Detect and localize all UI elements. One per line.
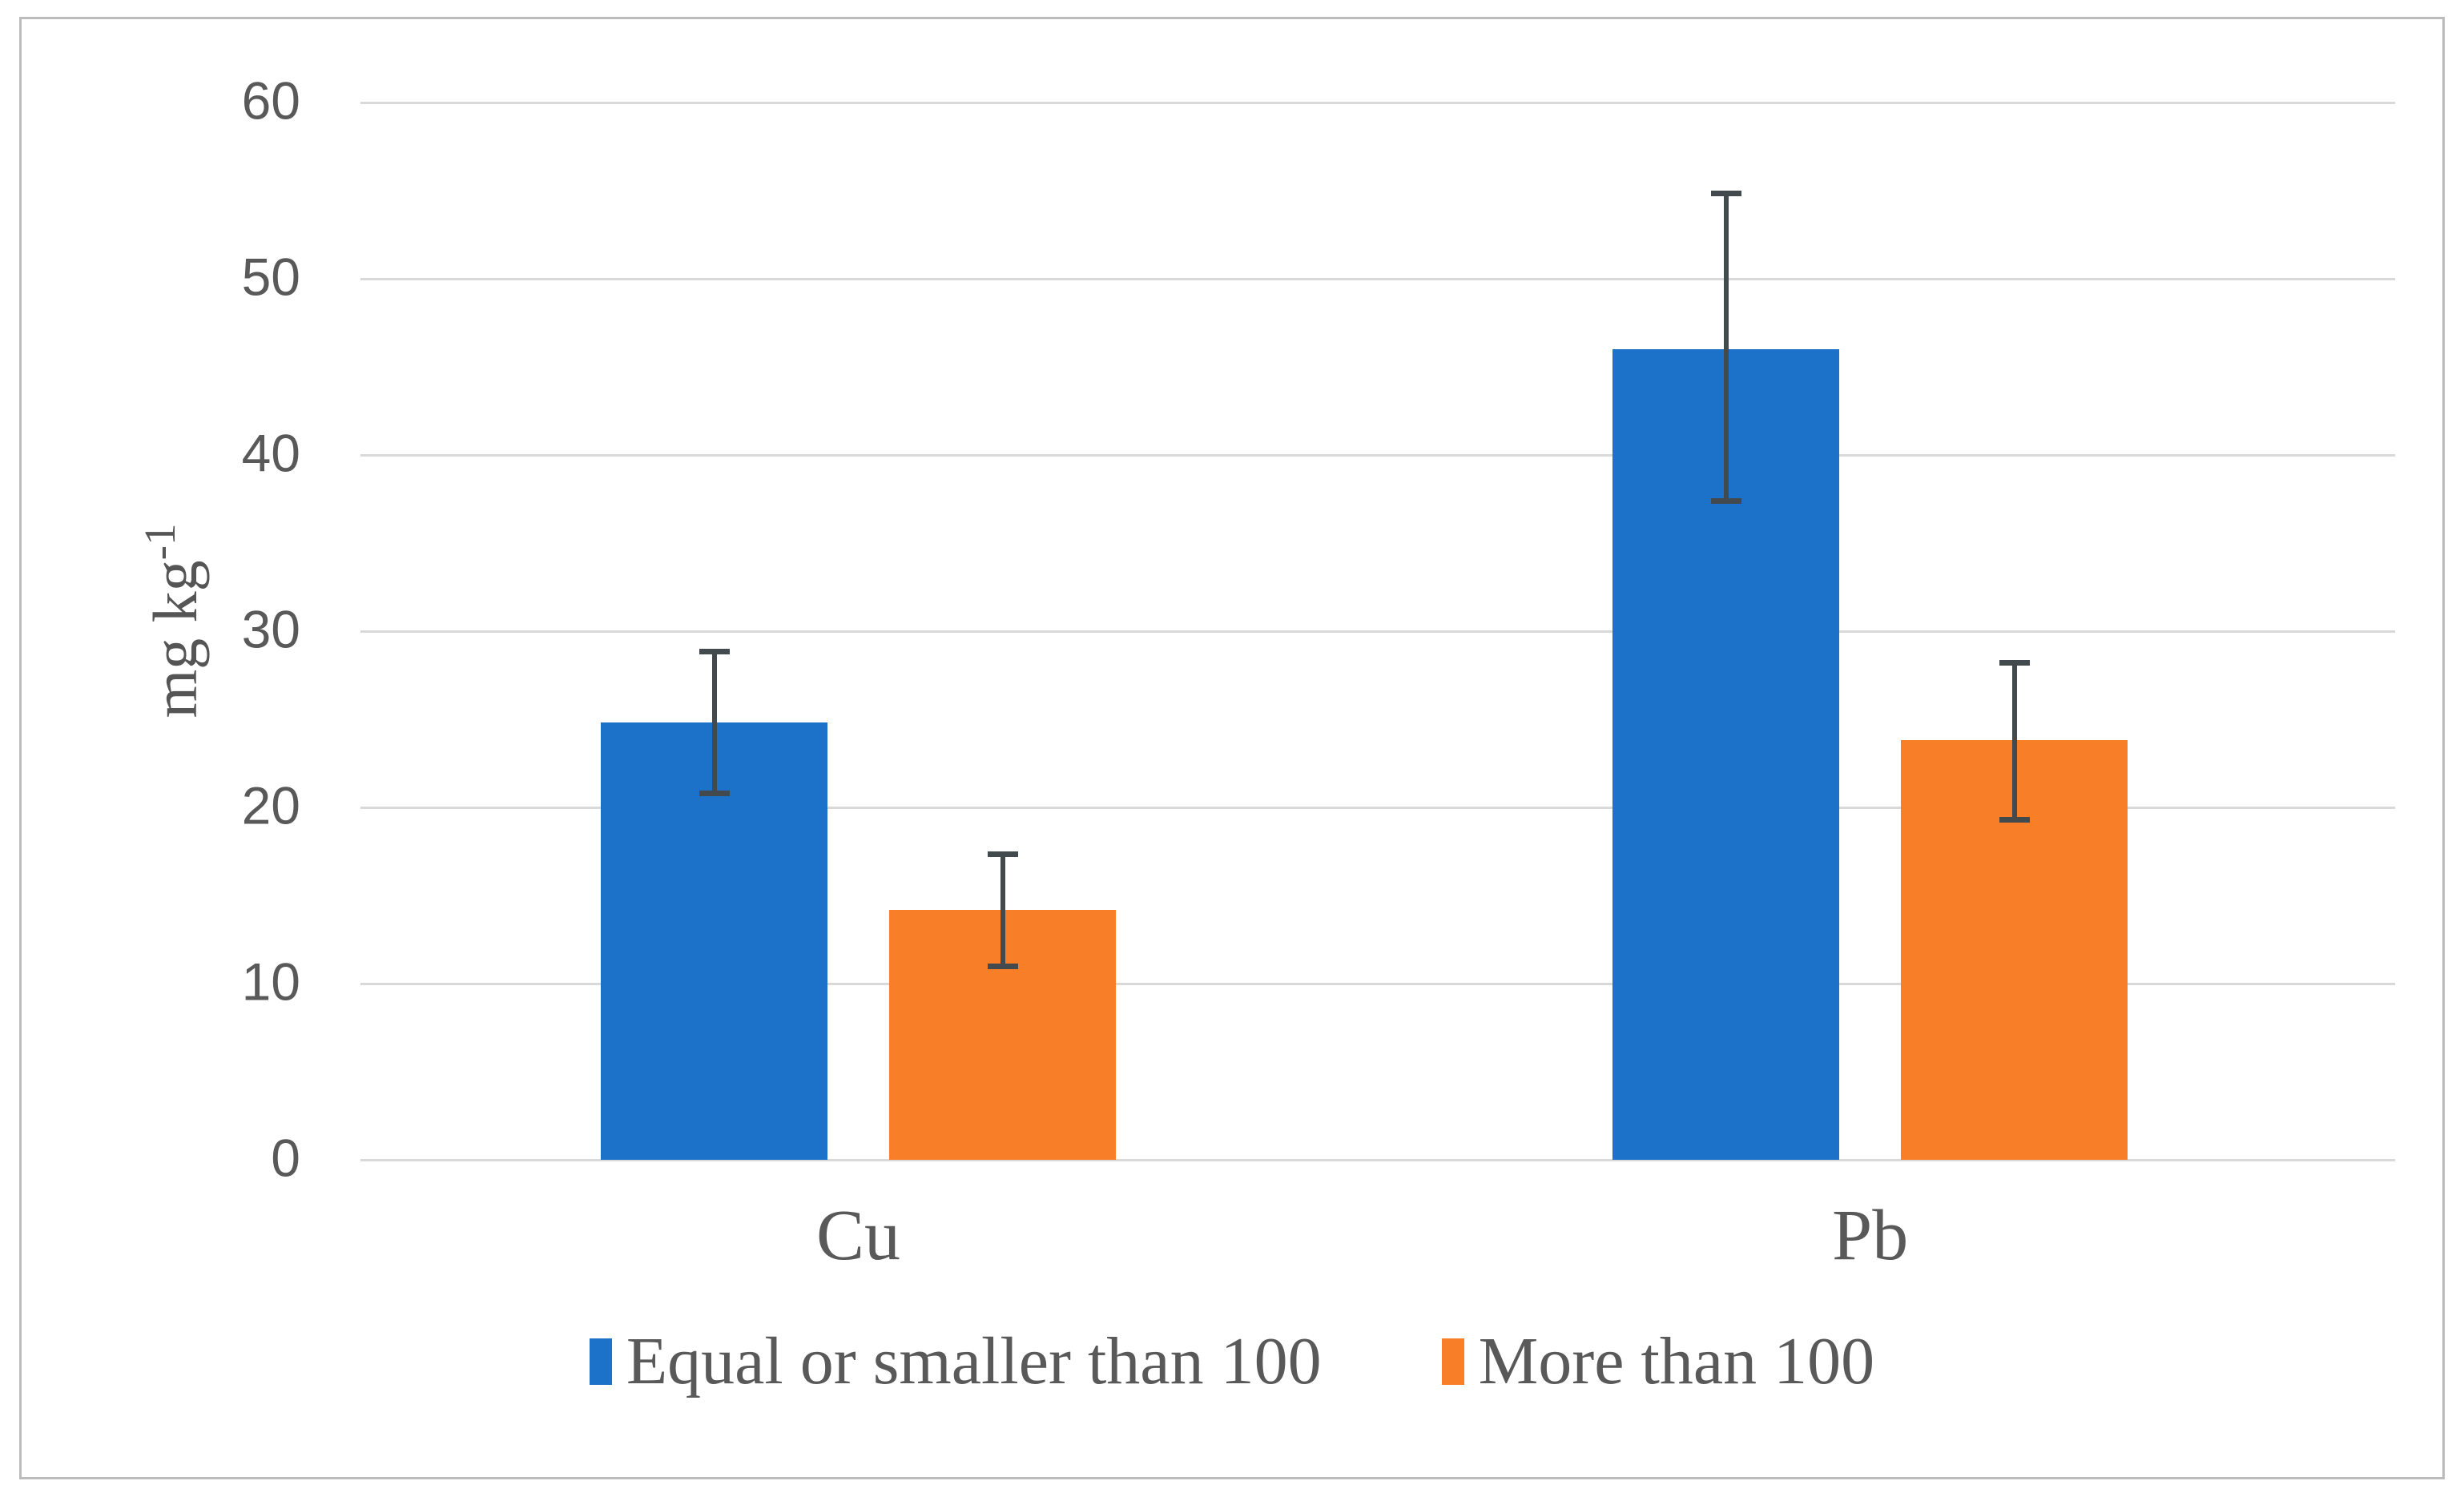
- error-bar-cu-series2: [1000, 855, 1005, 966]
- error-bar-pb-series1: [1723, 194, 1729, 501]
- error-bar-cap-bottom-cu-series2: [987, 964, 1018, 969]
- legend-item-more-than: More than 100: [1441, 1324, 1875, 1398]
- legend-item-equal-or-smaller: Equal or smaller than 100: [589, 1324, 1322, 1398]
- legend: Equal or smaller than 100 More than 100: [0, 1328, 2464, 1395]
- x-axis-label-cu: Cu: [816, 1196, 901, 1275]
- x-axis-label-pb: Pb: [1832, 1196, 1909, 1275]
- gridline-y-10: [360, 982, 2395, 985]
- gridline-y-20: [360, 806, 2395, 809]
- error-bar-cu-series1: [711, 652, 717, 794]
- error-bar-cap-top-cu-series2: [987, 851, 1018, 858]
- error-bar-cap-bottom-cu-series1: [699, 791, 730, 797]
- y-tick-label-50: 50: [241, 247, 300, 307]
- y-tick-label-30: 30: [241, 599, 300, 659]
- error-bar-pb-series2: [2011, 662, 2017, 820]
- legend-swatch-orange: [1441, 1338, 1464, 1385]
- error-bar-cap-bottom-pb-series1: [1710, 498, 1741, 505]
- error-bar-cap-top-cu-series1: [699, 649, 730, 655]
- gridline-y-30: [360, 630, 2395, 633]
- y-tick-label-40: 40: [241, 423, 300, 483]
- y-tick-label-60: 60: [241, 70, 300, 131]
- error-bar-cap-top-pb-series2: [1999, 659, 2030, 666]
- legend-label-more-than: More than 100: [1478, 1324, 1875, 1398]
- error-bar-cap-bottom-pb-series2: [1999, 817, 2030, 823]
- y-axis-title-exponent: -1: [135, 523, 184, 561]
- y-tick-label-20: 20: [241, 775, 300, 835]
- gridline-y-40: [360, 453, 2395, 457]
- gridline-y-0: [360, 1158, 2395, 1161]
- error-bar-cap-top-pb-series1: [1710, 191, 1741, 197]
- gridline-y-50: [360, 277, 2395, 280]
- legend-label-equal-or-smaller: Equal or smaller than 100: [626, 1324, 1322, 1398]
- y-tick-label-10: 10: [241, 952, 300, 1012]
- y-tick-label-0: 0: [271, 1128, 300, 1188]
- gridline-y-60: [360, 101, 2395, 104]
- legend-swatch-blue: [589, 1338, 612, 1385]
- plot-area: [360, 101, 2395, 1161]
